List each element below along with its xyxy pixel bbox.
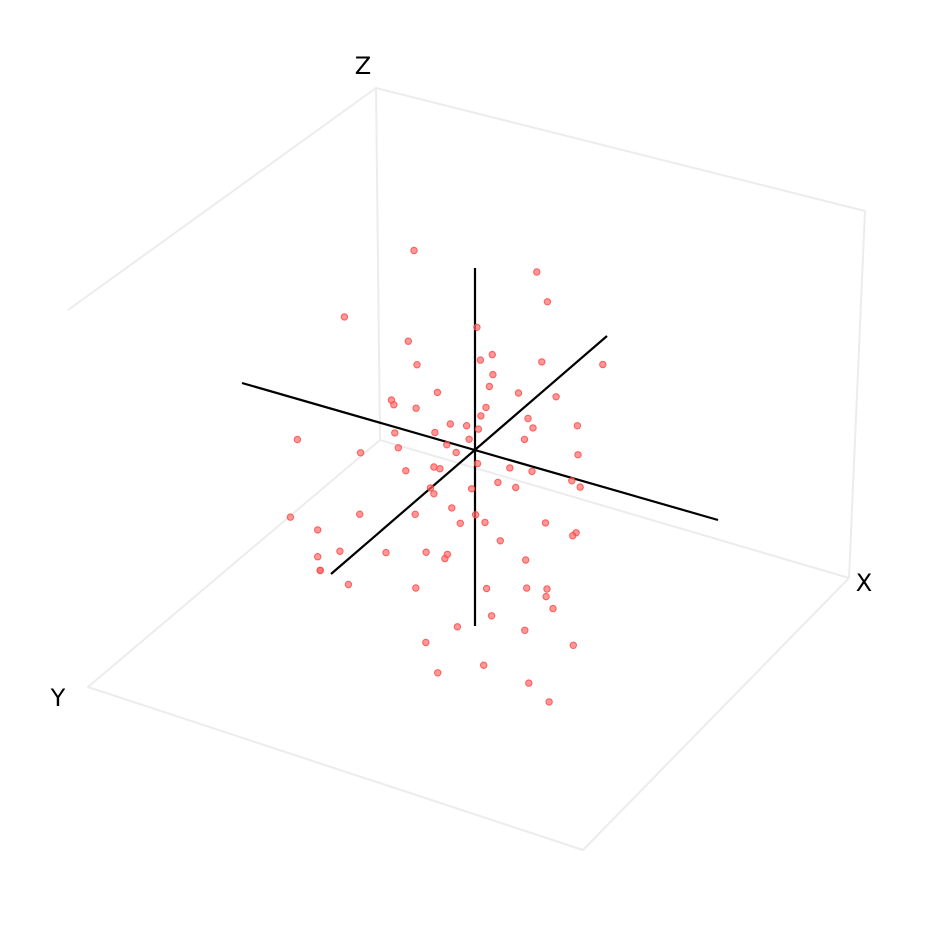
data-point xyxy=(431,428,439,437)
x-axis-line xyxy=(241,381,719,522)
data-point xyxy=(576,483,584,491)
data-point xyxy=(543,298,552,306)
data-point xyxy=(433,388,442,397)
y-axis-line xyxy=(330,335,608,575)
data-point xyxy=(485,382,494,391)
data-point xyxy=(489,370,497,379)
data-point xyxy=(465,435,473,443)
data-point xyxy=(467,485,476,493)
data-point xyxy=(402,467,410,475)
data-point xyxy=(474,425,483,433)
data-point xyxy=(452,448,460,457)
data-point xyxy=(446,420,454,428)
center-axes xyxy=(241,268,719,626)
data-point xyxy=(545,698,553,706)
data-point xyxy=(411,510,419,518)
data-point xyxy=(404,337,412,345)
axes-frame xyxy=(67,87,866,851)
data-point xyxy=(521,626,529,634)
data-point xyxy=(487,612,496,620)
data-point xyxy=(430,490,438,498)
data-point xyxy=(514,389,523,397)
data-point xyxy=(488,350,496,359)
data-point xyxy=(412,404,420,412)
data-point xyxy=(422,638,430,647)
data-point xyxy=(413,361,421,369)
data-point xyxy=(525,679,533,687)
data-point xyxy=(356,449,365,457)
z-axis-label: Z xyxy=(355,52,371,80)
data-point xyxy=(448,504,456,512)
data-point xyxy=(422,548,430,556)
points-layer xyxy=(286,246,607,706)
data-point xyxy=(496,537,504,545)
data-point xyxy=(314,553,322,561)
data-point xyxy=(436,465,444,473)
data-point xyxy=(506,464,514,472)
floor-frame xyxy=(87,439,850,851)
data-point xyxy=(336,547,344,555)
data-point xyxy=(538,358,546,366)
data-point xyxy=(522,556,530,564)
data-point xyxy=(286,513,295,521)
data-point xyxy=(412,584,420,592)
data-point xyxy=(520,435,529,444)
data-point xyxy=(382,548,390,557)
data-point xyxy=(552,393,560,401)
data-point xyxy=(541,519,550,527)
data-point xyxy=(456,519,464,527)
data-point xyxy=(569,641,577,649)
data-point xyxy=(443,441,451,449)
data-point xyxy=(410,246,418,255)
data-point xyxy=(533,268,541,276)
data-point xyxy=(471,511,480,519)
y-axis-label: Y xyxy=(50,684,66,712)
data-point xyxy=(481,518,489,527)
data-point xyxy=(528,467,536,476)
data-point xyxy=(480,661,488,669)
data-point xyxy=(512,483,520,492)
back-vertical-edge xyxy=(375,87,381,441)
data-point xyxy=(453,623,462,631)
data-point xyxy=(524,414,532,423)
data-point xyxy=(387,396,396,404)
data-point xyxy=(443,550,452,559)
data-point xyxy=(434,669,442,677)
data-point xyxy=(476,356,485,364)
data-point xyxy=(543,585,551,593)
data-point xyxy=(523,584,531,592)
data-point xyxy=(462,422,471,430)
data-point xyxy=(569,532,577,540)
data-point xyxy=(316,566,324,575)
data-point xyxy=(340,313,349,321)
data-point xyxy=(473,323,481,331)
data-point xyxy=(599,360,607,369)
data-point xyxy=(344,580,353,589)
data-point xyxy=(574,451,582,459)
data-point xyxy=(394,444,402,452)
x-axis-label: X xyxy=(856,569,872,597)
data-point xyxy=(391,429,399,437)
back-wall-frame xyxy=(67,87,866,579)
data-point xyxy=(482,584,491,593)
data-point xyxy=(549,604,557,613)
data-point xyxy=(430,463,438,471)
data-point xyxy=(293,435,302,444)
data-point xyxy=(356,510,364,518)
data-point xyxy=(573,422,582,430)
data-point xyxy=(529,424,537,432)
data-point xyxy=(473,459,482,468)
data-point xyxy=(314,526,322,534)
data-point xyxy=(568,477,576,485)
data-point xyxy=(542,592,550,601)
data-point xyxy=(494,478,502,487)
data-point xyxy=(477,412,485,420)
data-point xyxy=(426,484,435,492)
data-point xyxy=(482,403,490,412)
